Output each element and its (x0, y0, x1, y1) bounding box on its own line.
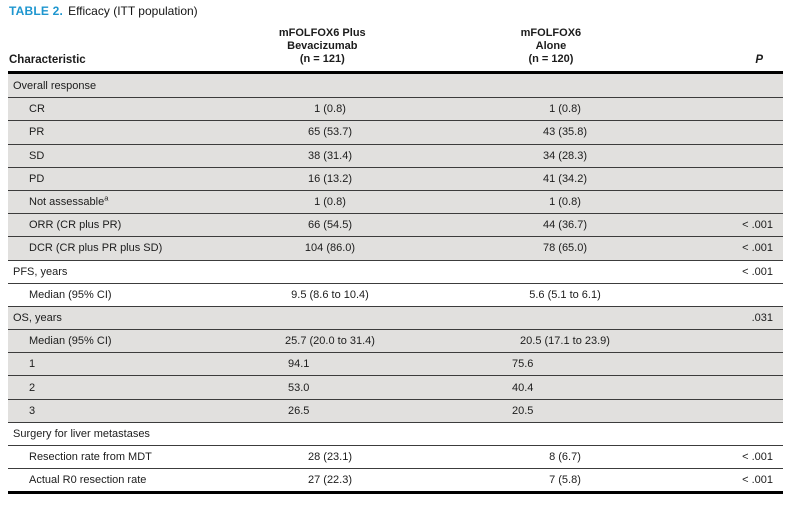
characteristic-cell: OS, years (13, 311, 62, 324)
p-value-cell: < .001 (742, 474, 773, 487)
arm2-value-cell: 78 (65.0) (542, 242, 588, 255)
data-row: PR 65 (53.7) 43 (35.8) (8, 120, 783, 144)
p-value-cell: < .001 (742, 451, 773, 464)
arm1-value-cell: 53.0 (288, 381, 310, 394)
characteristic-cell: PD (29, 172, 45, 185)
characteristic-cell: Not assessablea (29, 193, 109, 209)
p-value-cell: < .001 (742, 242, 773, 255)
arm2-value-cell: 1 (0.8) (549, 103, 581, 116)
arm2-value-cell: 40.4 (512, 381, 534, 394)
column-header-arm2: mFOLFOX6 Alone (n = 120) (520, 27, 582, 65)
arm1-value-cell: 16 (13.2) (307, 172, 353, 185)
data-row: Median (95% CI) 9.5 (8.6 to 10.4) 5.6 (5… (8, 282, 783, 306)
data-row: 1 94.1 75.6 (8, 352, 783, 376)
p-value-cell: < .001 (742, 219, 773, 232)
table-label: TABLE 2. (9, 4, 64, 18)
section-row: OS, years .031 (8, 305, 783, 330)
arm1-value-cell: 25.7 (20.0 to 31.4) (285, 335, 375, 348)
characteristic-cell: 3 (29, 404, 36, 417)
characteristic-cell: Resection rate from MDT (29, 451, 152, 464)
arm2-value-cell: 8 (6.7) (549, 451, 581, 464)
arm1-value-cell: 9.5 (8.6 to 10.4) (291, 288, 369, 301)
data-row: ORR (CR plus PR) 66 (54.5) 44 (36.7) < .… (8, 213, 783, 237)
arm1-value-cell: 65 (53.7) (307, 126, 353, 139)
data-row: 3 26.5 20.5 (8, 398, 783, 422)
characteristic-cell: DCR (CR plus PR plus SD) (29, 242, 163, 255)
arm2-value-cell: 41 (34.2) (542, 172, 588, 185)
arm1-value-cell: 66 (54.5) (307, 219, 353, 232)
arm2-value-cell: 20.5 (512, 404, 534, 417)
column-header-p: P (755, 54, 763, 66)
characteristic-cell: 2 (29, 381, 36, 394)
arm1-value-cell: 1 (0.8) (314, 103, 346, 116)
arm1-value-cell: 28 (23.1) (307, 451, 353, 464)
characteristic-cell: SD (29, 149, 45, 162)
arm2-value-cell: 5.6 (5.1 to 6.1) (529, 288, 601, 301)
data-row: DCR (CR plus PR plus SD) 104 (86.0) 78 (… (8, 236, 783, 260)
section-row: PFS, years < .001 (8, 259, 783, 283)
table-body: Overall response CR 1 (0.8) 1 (0.8) PR 6… (8, 74, 783, 495)
p-value-cell: .031 (751, 311, 773, 324)
characteristic-cell: Actual R0 resection rate (29, 474, 147, 487)
data-row: Not assessablea 1 (0.8) 1 (0.8) (8, 189, 783, 214)
p-value-cell: < .001 (742, 265, 773, 278)
section-row: Overall response (8, 74, 783, 98)
section-row: Surgery for liver metastases (8, 421, 783, 445)
table-caption: TABLE 2. Efficacy (ITT population) (8, 0, 783, 27)
data-row: Actual R0 resection rate 27 (22.3) 7 (5.… (8, 468, 783, 491)
paper-table-figure: TABLE 2. Efficacy (ITT population) Charac… (8, 0, 783, 495)
arm1-value-cell: 26.5 (288, 404, 310, 417)
characteristic-cell: ORR (CR plus PR) (29, 219, 122, 232)
arm1-value-cell: 1 (0.8) (314, 196, 346, 209)
column-header-characteristic: Characteristic (9, 54, 86, 66)
arm2-value-cell: 1 (0.8) (549, 196, 581, 209)
data-row: Median (95% CI) 25.7 (20.0 to 31.4) 20.5… (8, 329, 783, 353)
arm1-value-cell: 94.1 (288, 358, 310, 371)
characteristic-cell: Median (95% CI) (29, 335, 112, 348)
characteristic-cell: PFS, years (13, 265, 68, 278)
data-row: SD 38 (31.4) 34 (28.3) (8, 143, 783, 167)
arm1-value-cell: 27 (22.3) (307, 474, 353, 487)
arm2-value-cell: 44 (36.7) (542, 219, 588, 232)
data-row: CR 1 (0.8) 1 (0.8) (8, 97, 783, 121)
characteristic-cell: PR (29, 126, 45, 139)
characteristic-cell: Surgery for liver metastases (13, 427, 150, 440)
characteristic-cell: 1 (29, 358, 36, 371)
arm1-value-cell: 104 (86.0) (304, 242, 356, 255)
arm1-value-cell: 38 (31.4) (307, 149, 353, 162)
efficacy-table: Characteristic mFOLFOX6 Plus Bevacizumab… (8, 27, 783, 495)
arm2-value-cell: 20.5 (17.1 to 23.9) (520, 335, 610, 348)
data-row: 2 53.0 40.4 (8, 375, 783, 399)
arm2-value-cell: 7 (5.8) (549, 474, 581, 487)
arm2-value-cell: 34 (28.3) (542, 149, 588, 162)
data-row: Resection rate from MDT 28 (23.1) 8 (6.7… (8, 445, 783, 468)
characteristic-cell: Median (95% CI) (29, 288, 112, 301)
data-row: PD 16 (13.2) 41 (34.2) (8, 166, 783, 190)
characteristic-cell: CR (29, 103, 45, 116)
characteristic-cell: Overall response (13, 79, 97, 92)
column-header-arm1: mFOLFOX6 Plus Bevacizumab (n = 121) (278, 27, 366, 65)
table-title: Efficacy (ITT population) (68, 4, 198, 18)
arm2-value-cell: 75.6 (512, 358, 534, 371)
table-header-row: Characteristic mFOLFOX6 Plus Bevacizumab… (8, 27, 783, 74)
arm2-value-cell: 43 (35.8) (542, 126, 588, 139)
